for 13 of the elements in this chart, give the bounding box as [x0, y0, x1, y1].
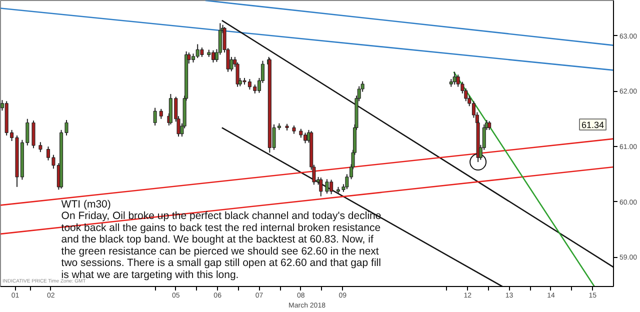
text: WTI (m30) — [61, 198, 111, 211]
candlestick — [452, 71, 456, 86]
candlestick — [456, 74, 460, 88]
candlestick — [211, 50, 215, 63]
candlestick — [159, 108, 163, 120]
annotation: 61.34 — [582, 120, 604, 130]
candlestick — [325, 178, 329, 194]
candlestick — [32, 120, 36, 149]
candlestick — [196, 44, 200, 59]
candlestick — [200, 47, 204, 58]
candlestick — [38, 142, 42, 153]
candlestick — [319, 177, 323, 197]
candlestick — [153, 107, 157, 126]
